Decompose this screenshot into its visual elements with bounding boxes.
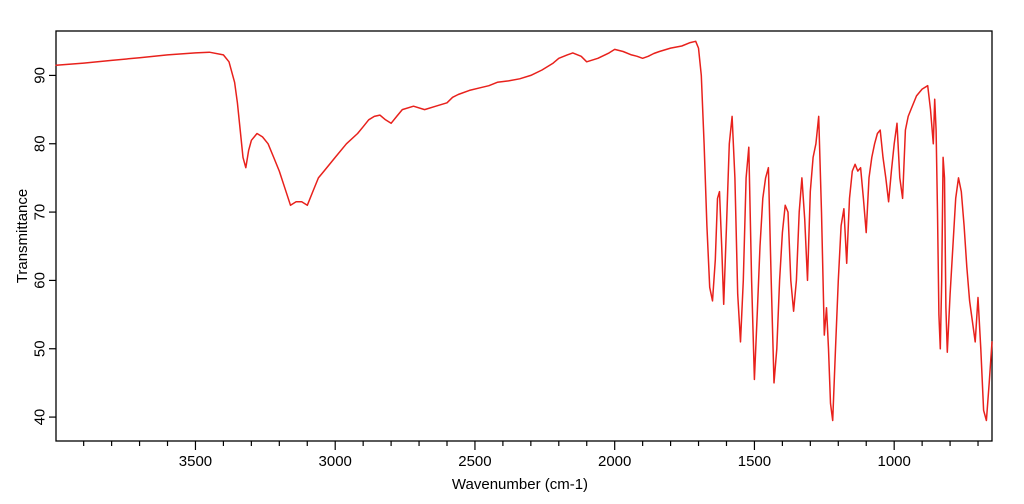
plot-frame bbox=[55, 30, 993, 442]
x-tick-label: 1500 bbox=[738, 453, 771, 470]
y-tick-label: 60 bbox=[32, 272, 49, 289]
y-axis-title: Transmittance bbox=[14, 189, 31, 283]
y-tick-label: 70 bbox=[32, 204, 49, 221]
x-minor-ticks bbox=[83, 441, 979, 446]
y-tick-labels: 40 50 60 70 80 90 bbox=[32, 67, 49, 425]
x-tick-label: 2000 bbox=[598, 453, 631, 470]
y-tick-label: 80 bbox=[32, 135, 49, 152]
x-tick-label: 3000 bbox=[319, 453, 352, 470]
y-tick-label: 50 bbox=[32, 340, 49, 357]
x-axis-title: Wavenumber (cm-1) bbox=[452, 476, 588, 493]
series-group bbox=[55, 40, 993, 422]
spectrum-trace bbox=[55, 40, 993, 422]
x-major-ticks bbox=[194, 441, 895, 450]
y-tick-label: 90 bbox=[32, 67, 49, 84]
y-tick-label: 40 bbox=[32, 409, 49, 426]
x-tick-labels: 3500 3000 2500 2000 1500 1000 bbox=[179, 453, 911, 470]
x-tick-label: 1000 bbox=[877, 453, 910, 470]
x-tick-label: 2500 bbox=[458, 453, 491, 470]
y-major-ticks bbox=[49, 74, 56, 418]
x-tick-label: 3500 bbox=[179, 453, 212, 470]
